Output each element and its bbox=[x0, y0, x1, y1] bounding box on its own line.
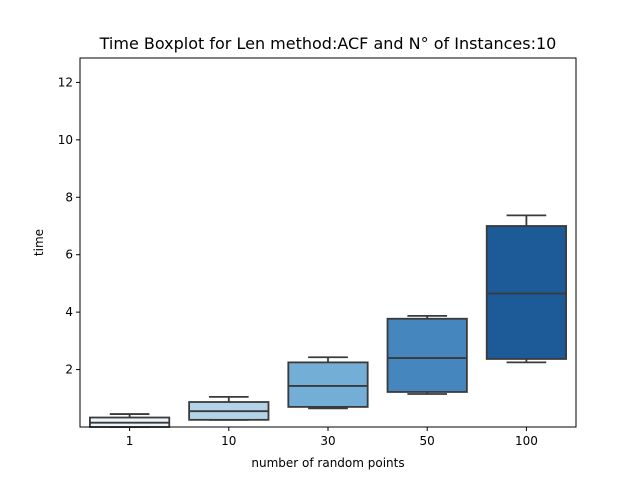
y-tick-label: 10 bbox=[58, 133, 73, 147]
y-axis-label: time bbox=[32, 229, 46, 256]
plot-frame bbox=[79, 57, 577, 428]
x-tick-label: 1 bbox=[126, 434, 134, 448]
x-axis-label: number of random points bbox=[251, 456, 404, 470]
box-100 bbox=[485, 225, 567, 360]
y-tick-label: 6 bbox=[65, 248, 73, 262]
y-tick-label: 4 bbox=[65, 305, 73, 319]
y-tick-label: 12 bbox=[58, 75, 73, 89]
box-50 bbox=[386, 317, 468, 393]
box-30 bbox=[287, 361, 369, 408]
y-tick-label: 8 bbox=[65, 190, 73, 204]
chart-title: Time Boxplot for Len method:ACF and N° o… bbox=[99, 34, 557, 53]
x-tick-label: 100 bbox=[515, 434, 538, 448]
y-tick-label: 2 bbox=[65, 363, 73, 377]
x-tick-label: 30 bbox=[320, 434, 335, 448]
x-tick-label: 50 bbox=[420, 434, 435, 448]
x-tick-label: 10 bbox=[221, 434, 236, 448]
